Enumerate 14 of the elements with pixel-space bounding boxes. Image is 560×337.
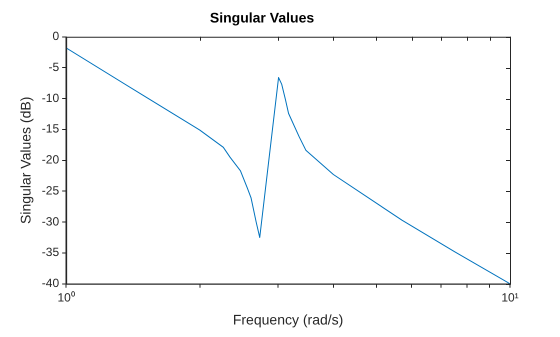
y-tick-label: -10 — [42, 90, 60, 105]
x-axis-title: Frequency (rad/s) — [232, 311, 344, 328]
y-axis-title: Singular Values (dB) — [17, 96, 34, 224]
y-tick-label: -25 — [42, 183, 60, 198]
y-tick-label: -5 — [48, 60, 60, 74]
y-tick-label: -15 — [42, 122, 60, 136]
x-tick-label: 10⁰ — [57, 290, 75, 304]
y-tick-label: -35 — [42, 245, 60, 260]
chart-title: Singular Values — [210, 9, 314, 26]
y-tick-label: 0 — [52, 29, 60, 44]
x-tick-label: 10¹ — [501, 290, 519, 304]
y-tick-label: -30 — [42, 214, 60, 228]
y-tick-label: -40 — [42, 276, 60, 290]
y-tick-label: -20 — [42, 152, 60, 167]
